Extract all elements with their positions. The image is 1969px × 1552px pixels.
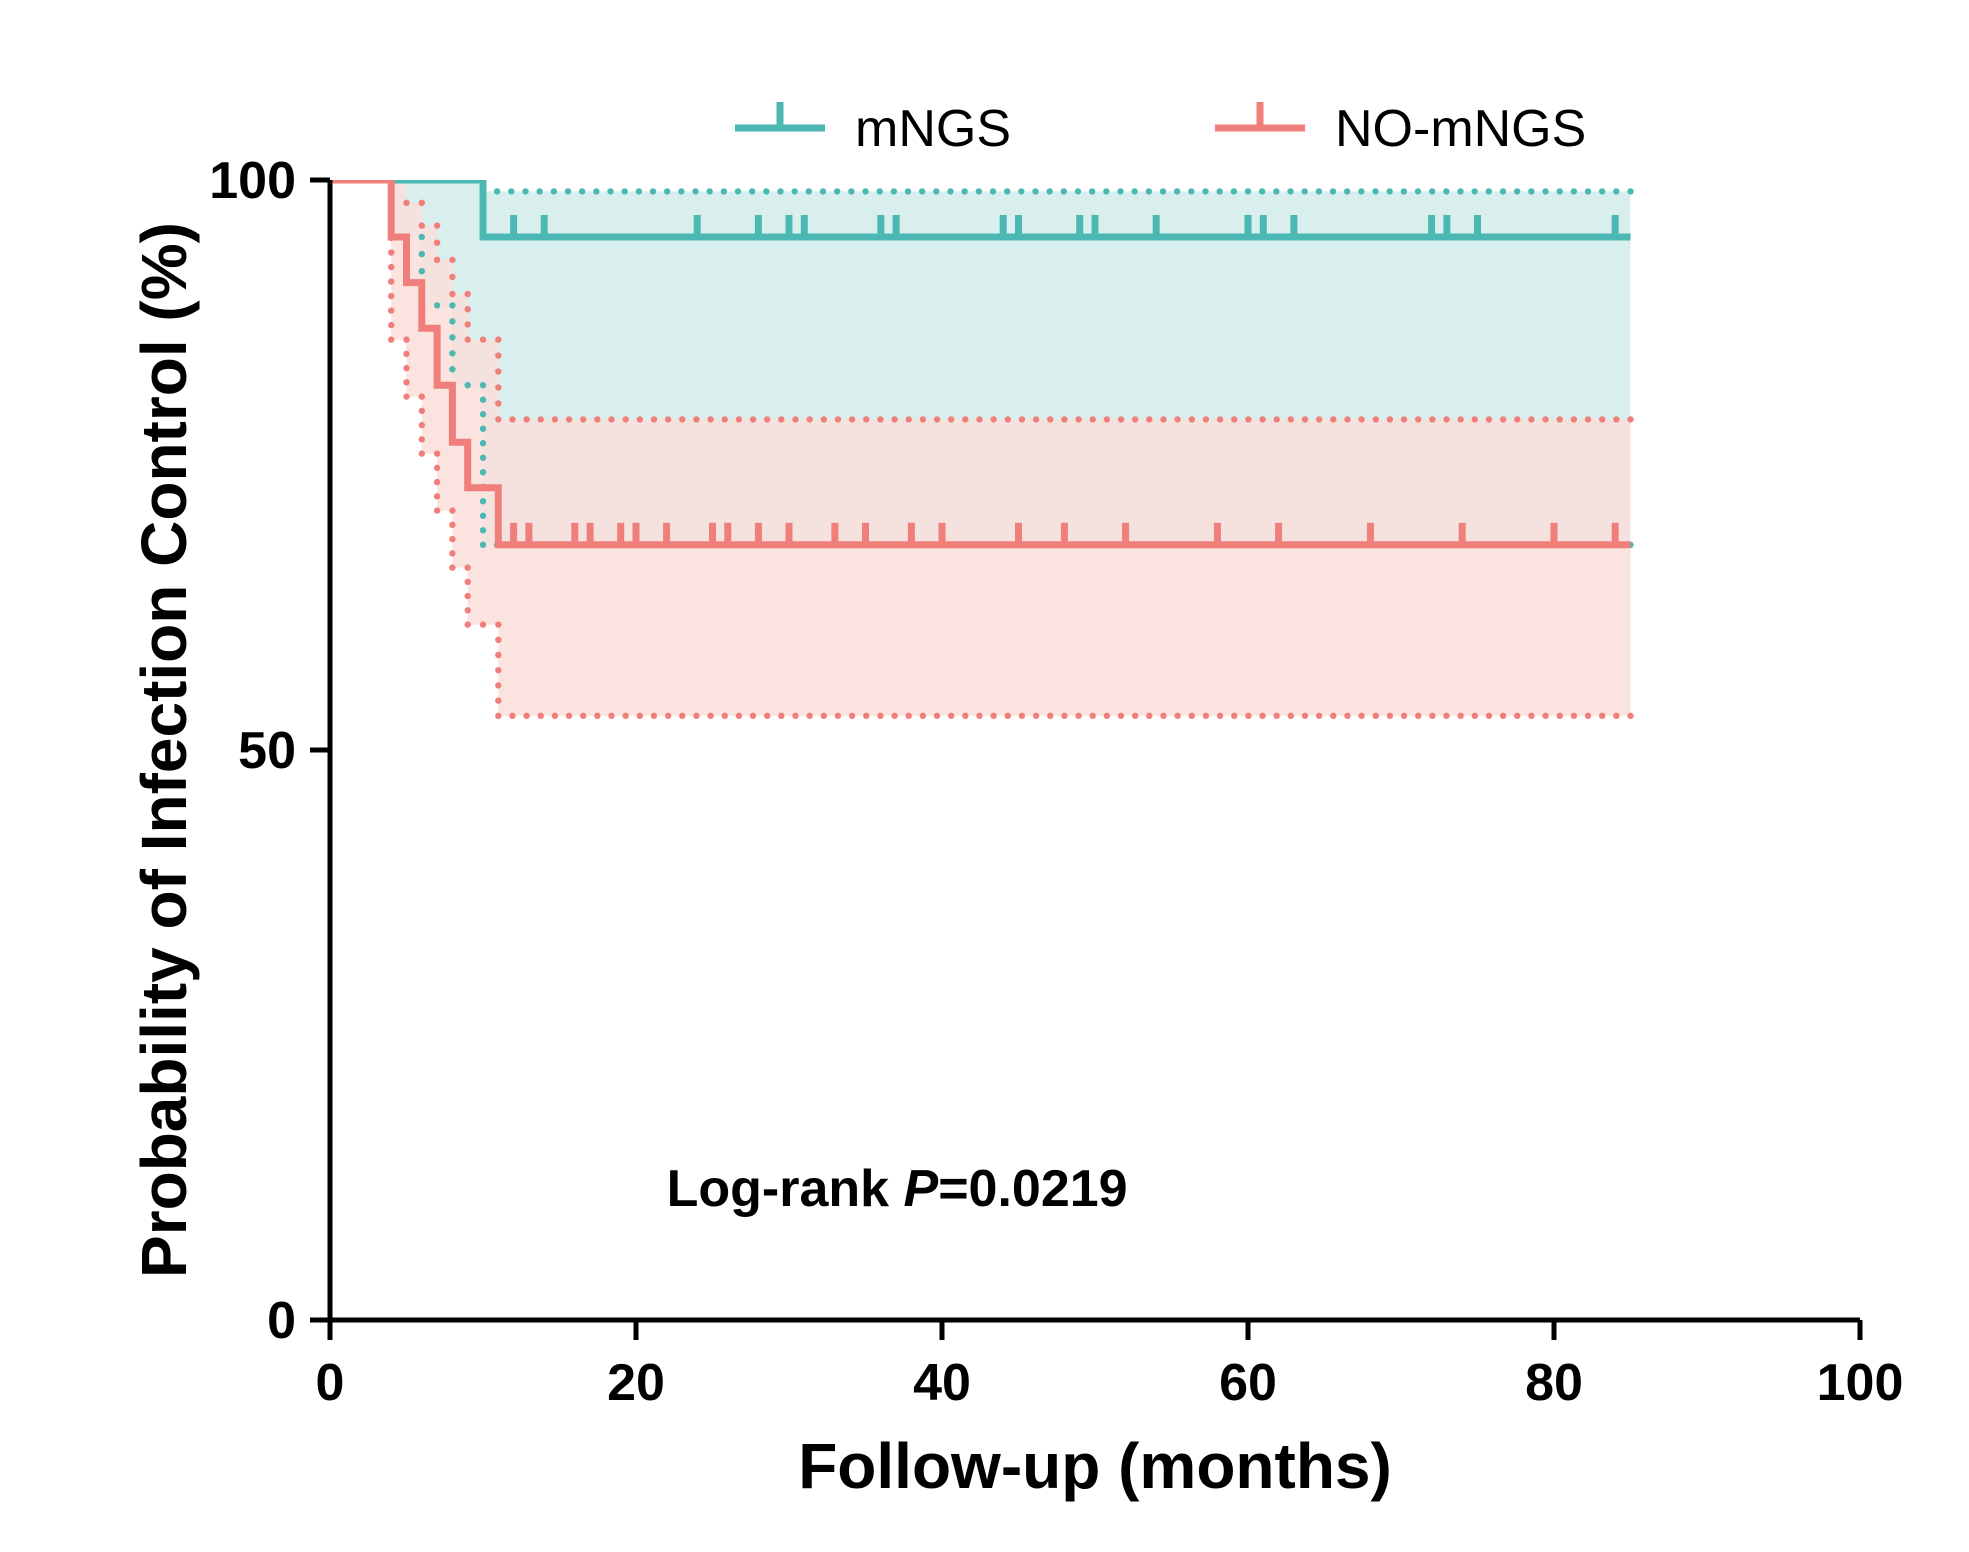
x-tick-label: 40 [913,1354,971,1412]
y-tick-label: 0 [267,1292,296,1350]
x-tick-label: 60 [1219,1354,1277,1412]
chart-svg: 0 20 40 60 80 100 0 50 100 Follow-up (months) Prob… [0,0,1969,1552]
x-tick-label: 20 [607,1354,665,1412]
x-tick-label: 80 [1525,1354,1583,1412]
annotation-logrank: Log-rank P=0.0219 [667,1160,1128,1218]
x-tick-label: 0 [316,1354,345,1412]
legend-label: NO-mNGS [1335,100,1586,158]
x-axis-label: Follow-up (months) [798,1430,1392,1502]
y-tick-label: 100 [209,152,296,210]
legend-label: mNGS [855,100,1011,158]
km-chart: 0 20 40 60 80 100 0 50 100 Follow-up (months) Prob… [0,0,1969,1552]
y-axis-label: Probability of Infection Control (%) [128,222,200,1278]
y-tick-label: 50 [238,722,296,780]
x-tick-label: 100 [1817,1354,1904,1412]
